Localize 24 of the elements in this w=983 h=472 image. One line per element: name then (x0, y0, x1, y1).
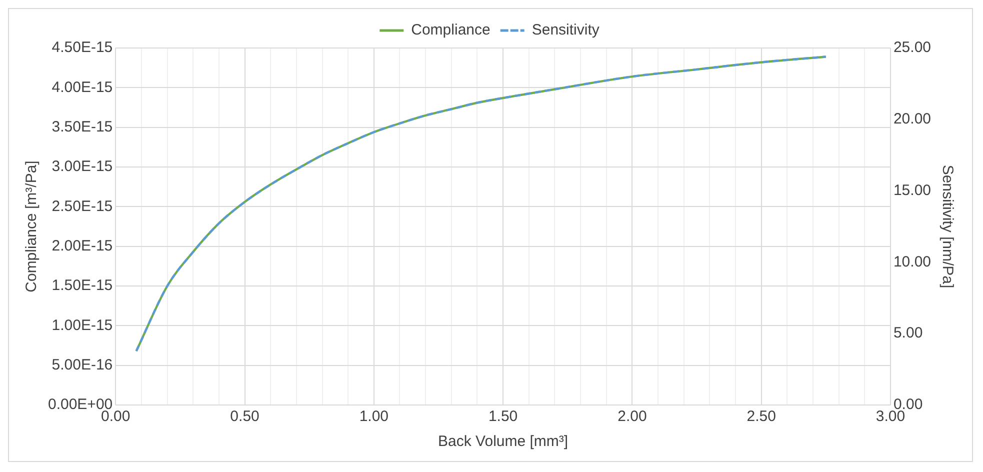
legend-label: Compliance (411, 22, 490, 39)
y-tick-label: 1.00E-15 (52, 316, 113, 334)
y2-axis-title: Sensitivity [nm/Pa] (938, 164, 956, 288)
y-tick-label: 4.00E-15 (52, 78, 113, 96)
y-tick-label: 2.50E-15 (52, 198, 113, 215)
y-tick-label: 3.00E-15 (52, 158, 113, 176)
y2-tick-label: 15.00 (893, 182, 932, 199)
y2-tick-label: 5.00 (893, 324, 923, 342)
x-tick-label: 1.00 (359, 408, 389, 426)
x-tick-label: 2.00 (618, 408, 647, 426)
x-tick-label: 0.50 (230, 408, 260, 426)
legend-label: Sensitivity (532, 22, 600, 39)
y-axis-title: Compliance [m³/Pa] (23, 160, 40, 292)
y-tick-label: 5.00E-16 (52, 356, 113, 374)
x-axis-title: Back Volume [mm³] (438, 433, 568, 450)
y-tick-label: 4.50E-15 (52, 39, 113, 56)
y2-tick-label: 25.00 (893, 39, 932, 56)
y-tick-label: 2.00E-15 (52, 237, 113, 254)
x-tick-label: 1.50 (488, 408, 518, 426)
y2-tick-label: 20.00 (893, 110, 932, 128)
y-tick-label: 1.50E-15 (52, 277, 113, 294)
x-tick-label: 2.50 (746, 408, 776, 426)
y-tick-label: 3.50E-15 (52, 118, 113, 136)
y2-tick-label: 10.00 (893, 253, 932, 270)
